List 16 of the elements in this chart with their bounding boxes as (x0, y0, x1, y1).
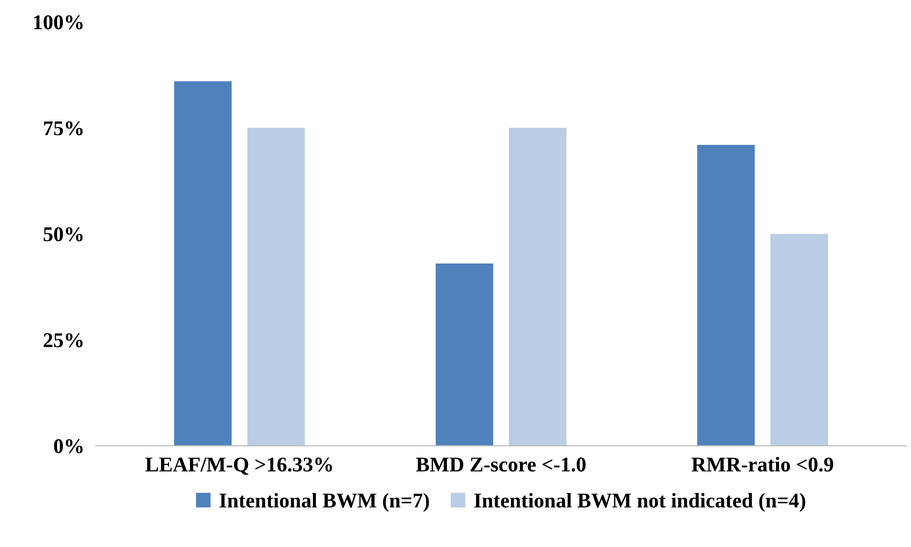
bar (174, 81, 232, 446)
y-tick-label: 50% (44, 227, 83, 242)
bar (436, 264, 494, 446)
bar (770, 234, 828, 446)
bar (247, 128, 305, 446)
y-tick-label: 25% (44, 333, 83, 348)
bar (697, 144, 755, 446)
x-tick-label: LEAF/M-Q >16.33% (145, 458, 332, 475)
bar (508, 128, 566, 446)
y-tick-label: 0% (54, 439, 83, 454)
y-tick-label: 75% (44, 121, 83, 136)
y-tick-label: 100% (34, 15, 83, 30)
x-tick-label: RMR-ratio <0.9 (692, 456, 834, 472)
legend-label: Intentional BWM (n=7) (220, 492, 429, 512)
legend-label: Intentional BWM not indicated (n=4) (474, 492, 806, 512)
x-tick-label: BMD Z-score <-1.0 (416, 458, 586, 472)
